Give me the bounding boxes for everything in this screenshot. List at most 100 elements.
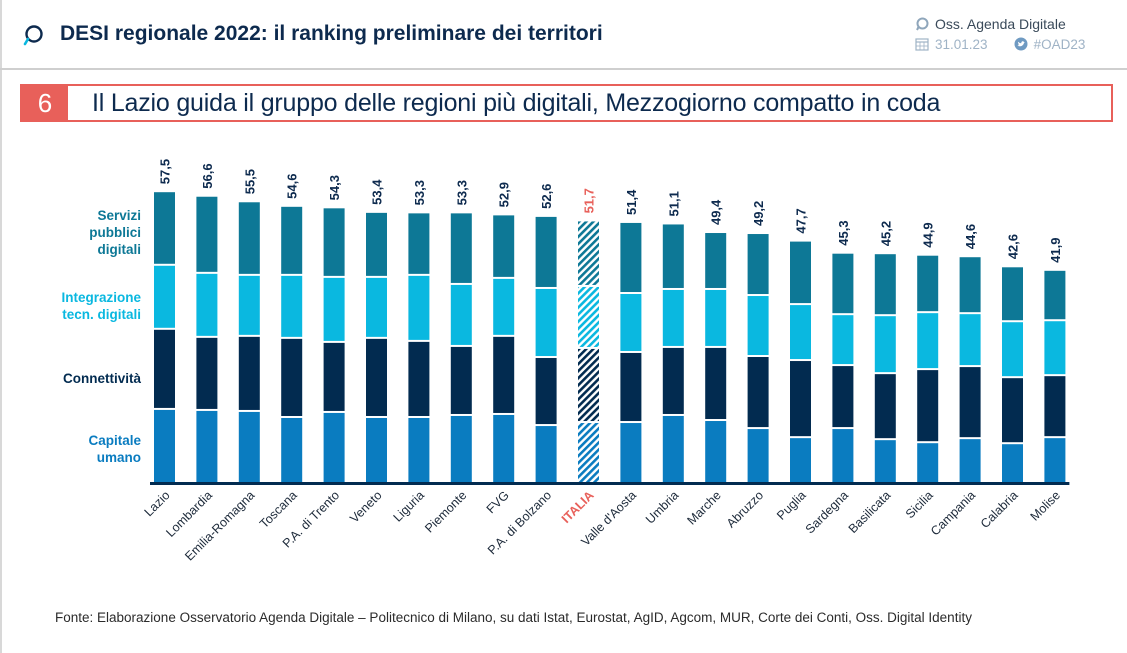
value-label: 42,6 bbox=[1006, 234, 1021, 259]
bar-segment-integrazione bbox=[281, 275, 303, 337]
value-labels-group: 57,5 56,6 55,5 54,6 54,3 53,4 53,3 53,3 52,9 52,6… bbox=[158, 159, 1063, 263]
header-meta: Oss. Agenda Digitale 31.01.23 #OAD23 bbox=[915, 14, 1105, 54]
date-text: 31.01.23 bbox=[935, 36, 988, 52]
bar-segment-connettivita bbox=[662, 347, 684, 414]
bar-segment-servizi bbox=[281, 206, 303, 274]
bar-segment-capitale bbox=[874, 440, 896, 482]
bar-segment-servizi bbox=[1002, 267, 1023, 321]
bar-segment-integrazione bbox=[959, 314, 981, 366]
bar-segment-servizi bbox=[450, 213, 472, 283]
header-divider bbox=[0, 68, 1127, 70]
bar-segment-servizi bbox=[620, 222, 642, 293]
legend-integrazione: Integrazione tecn. digitali bbox=[61, 289, 141, 323]
bar-segment-integrazione bbox=[535, 288, 557, 357]
bar-segment-integrazione bbox=[1044, 321, 1066, 375]
x-tick-label: ITALIA bbox=[559, 488, 597, 526]
bar-segment-capitale bbox=[578, 423, 599, 482]
bar-segment-connettivita bbox=[196, 337, 218, 409]
hashtag-text: #OAD23 bbox=[1033, 36, 1086, 52]
bar-segment-integrazione bbox=[662, 289, 684, 346]
bar-segment-connettivita bbox=[705, 347, 727, 420]
bar-segment-integrazione bbox=[154, 265, 175, 328]
bar-segment-servizi bbox=[535, 216, 557, 287]
x-tick-label: Marche bbox=[684, 488, 723, 527]
value-label: 47,7 bbox=[794, 208, 809, 233]
x-tick-label: Basilicata bbox=[846, 488, 894, 536]
bar-segment-servizi bbox=[154, 192, 175, 264]
bar-segment-integrazione bbox=[323, 277, 345, 341]
bar-segment-integrazione bbox=[493, 278, 515, 335]
legend-line: Capitale bbox=[88, 433, 141, 448]
bar-segment-connettivita bbox=[578, 348, 599, 422]
bar-segment-connettivita bbox=[959, 367, 981, 438]
page-border bbox=[0, 0, 2, 653]
bar-segment-connettivita bbox=[790, 361, 811, 437]
slide-banner: 6 Il Lazio guida il gruppo delle regioni… bbox=[20, 84, 1113, 122]
bar-segment-servizi bbox=[747, 234, 769, 295]
bar-segment-connettivita bbox=[747, 357, 769, 428]
legend-line: Servizi bbox=[97, 208, 141, 223]
value-label: 44,9 bbox=[921, 222, 936, 247]
date-row: 31.01.23 #OAD23 bbox=[915, 34, 1105, 54]
bar-segment-connettivita bbox=[366, 338, 387, 416]
value-label: 41,9 bbox=[1048, 238, 1063, 263]
bar-segment-connettivita bbox=[154, 329, 175, 408]
bar-segment-capitale bbox=[196, 410, 218, 482]
value-label: 54,6 bbox=[285, 174, 300, 199]
bar-segment-connettivita bbox=[917, 370, 939, 442]
x-tick-label: Sardegna bbox=[803, 488, 851, 536]
bar-segment-connettivita bbox=[1002, 378, 1023, 443]
bar-segment-integrazione bbox=[578, 286, 599, 347]
stacked-bar-chart: 57,5 56,6 55,5 54,6 54,3 53,4 53,3 53,3 52,9 52,6… bbox=[142, 159, 1070, 563]
bar-segment-servizi bbox=[790, 241, 811, 304]
bar-segment-servizi bbox=[323, 208, 345, 276]
x-tick-label: Sicilia bbox=[903, 488, 936, 521]
x-tick-label: Veneto bbox=[347, 488, 384, 525]
bar-segment-connettivita bbox=[535, 358, 557, 425]
bar-segment-servizi bbox=[662, 224, 684, 288]
value-label: 52,9 bbox=[497, 182, 512, 207]
legend-line: Connettività bbox=[62, 371, 141, 386]
legend-connettivita: Connettività bbox=[63, 370, 141, 387]
value-label: 53,3 bbox=[454, 180, 469, 205]
bar-segment-capitale bbox=[1044, 438, 1066, 482]
bar-segment-connettivita bbox=[323, 342, 345, 411]
bar-segment-capitale bbox=[917, 443, 939, 482]
bar-segment-connettivita bbox=[238, 336, 260, 410]
bar-segment-capitale bbox=[535, 426, 557, 482]
bar-segment-servizi bbox=[196, 196, 218, 272]
x-tick-label: Piemonte bbox=[422, 488, 469, 535]
bar-segment-integrazione bbox=[450, 284, 472, 345]
header: DESI regionale 2022: il ranking prelimin… bbox=[0, 0, 1127, 68]
bar-segment-integrazione bbox=[705, 289, 727, 346]
value-label: 45,3 bbox=[836, 220, 851, 245]
value-label: 53,4 bbox=[370, 179, 385, 205]
legend-servizi: Servizi pubblici digitali bbox=[89, 207, 141, 258]
bar-segment-capitale bbox=[662, 415, 684, 482]
bar-segment-connettivita bbox=[450, 346, 472, 414]
bar-segment-servizi bbox=[832, 253, 854, 314]
value-label: 45,2 bbox=[878, 221, 893, 246]
x-tick-label: FVG bbox=[484, 488, 512, 516]
x-tick-label: Abruzzo bbox=[724, 488, 766, 530]
value-label: 52,6 bbox=[539, 184, 554, 209]
bar-segment-servizi bbox=[366, 212, 387, 276]
bar-segment-capitale bbox=[366, 417, 387, 482]
bar-segment-capitale bbox=[832, 429, 854, 482]
bar-segment-servizi bbox=[959, 257, 981, 313]
bar-segment-capitale bbox=[154, 409, 175, 482]
bar-segment-integrazione bbox=[832, 315, 854, 365]
bar-segment-servizi bbox=[1044, 270, 1066, 320]
calendar-icon bbox=[915, 38, 929, 51]
twitter-icon bbox=[1014, 37, 1028, 51]
bar-segment-capitale bbox=[747, 429, 769, 482]
value-label: 44,6 bbox=[963, 224, 978, 249]
bar-segment-capitale bbox=[959, 439, 981, 482]
bar-segment-capitale bbox=[493, 414, 515, 482]
bar-segment-connettivita bbox=[493, 336, 515, 413]
bar-segment-capitale bbox=[323, 412, 345, 482]
bar-segment-servizi bbox=[493, 215, 515, 277]
x-tick-label: Liguria bbox=[391, 488, 427, 524]
bar-segment-integrazione bbox=[408, 275, 430, 340]
